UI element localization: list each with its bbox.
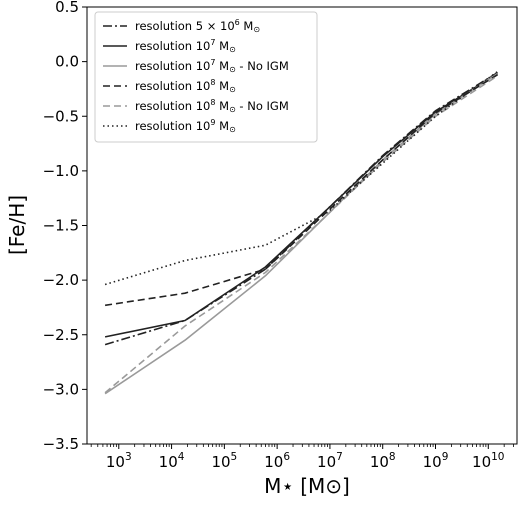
legend: resolution 5 × 106 M⊙ resolution 107 M⊙ re… [94, 11, 318, 143]
series-line-2 [104, 72, 499, 338]
y-tick-label: −3.0 [43, 380, 79, 398]
x-tick-label: 108 [370, 451, 396, 471]
y-tick-label: −1.5 [43, 217, 79, 235]
y-tick-label: −1.0 [43, 162, 79, 180]
y-tick-label: −3.5 [43, 435, 79, 453]
y-tick-label: 0.0 [55, 53, 79, 71]
y-axis-title: [Fe/H] [5, 195, 29, 255]
y-tick-label: −2.0 [43, 271, 79, 289]
x-tick-label: 109 [423, 451, 449, 471]
legend-label-1: resolution 5 × 106 M⊙ [135, 18, 260, 34]
x-tick-label: 1010 [472, 451, 504, 471]
x-tick-label: 107 [317, 451, 343, 471]
plot-frame [86, 6, 518, 445]
series-layer [104, 70, 499, 395]
x-axis-title: M⋆ [M⊙] [264, 474, 350, 498]
x-axis: 103 104 105 106 107 108 109 1010 [90, 444, 514, 471]
series-line-3 [104, 72, 499, 395]
legend-box [94, 11, 318, 143]
y-tick-label: −0.5 [43, 107, 79, 125]
x-tick-label: 104 [159, 451, 185, 471]
y-axis-title-group: [Fe/H] [5, 195, 29, 255]
legend-label-3: resolution 107 M⊙ - No IGM [135, 58, 289, 74]
series-line-5 [104, 75, 499, 394]
series-line-6 [104, 70, 499, 286]
x-tick-label: 103 [106, 451, 132, 471]
y-axis: 0.5 0.0 −0.5 −1.0 −1.5 −2.0 −2.5 −3.0 −3.5 [43, 0, 87, 453]
x-tick-label: 106 [264, 451, 290, 471]
legend-label-5: resolution 108 M⊙ - No IGM [135, 98, 289, 114]
series-line-1 [104, 71, 499, 346]
series-line-4 [104, 74, 499, 307]
legend-label-4: resolution 108 M⊙ [135, 78, 236, 94]
y-tick-label: 0.5 [55, 0, 79, 16]
legend-label-2: resolution 107 M⊙ [135, 38, 236, 54]
x-tick-label: 105 [211, 451, 237, 471]
legend-label-6: resolution 109 M⊙ [135, 118, 236, 134]
y-tick-label: −2.5 [43, 326, 79, 344]
